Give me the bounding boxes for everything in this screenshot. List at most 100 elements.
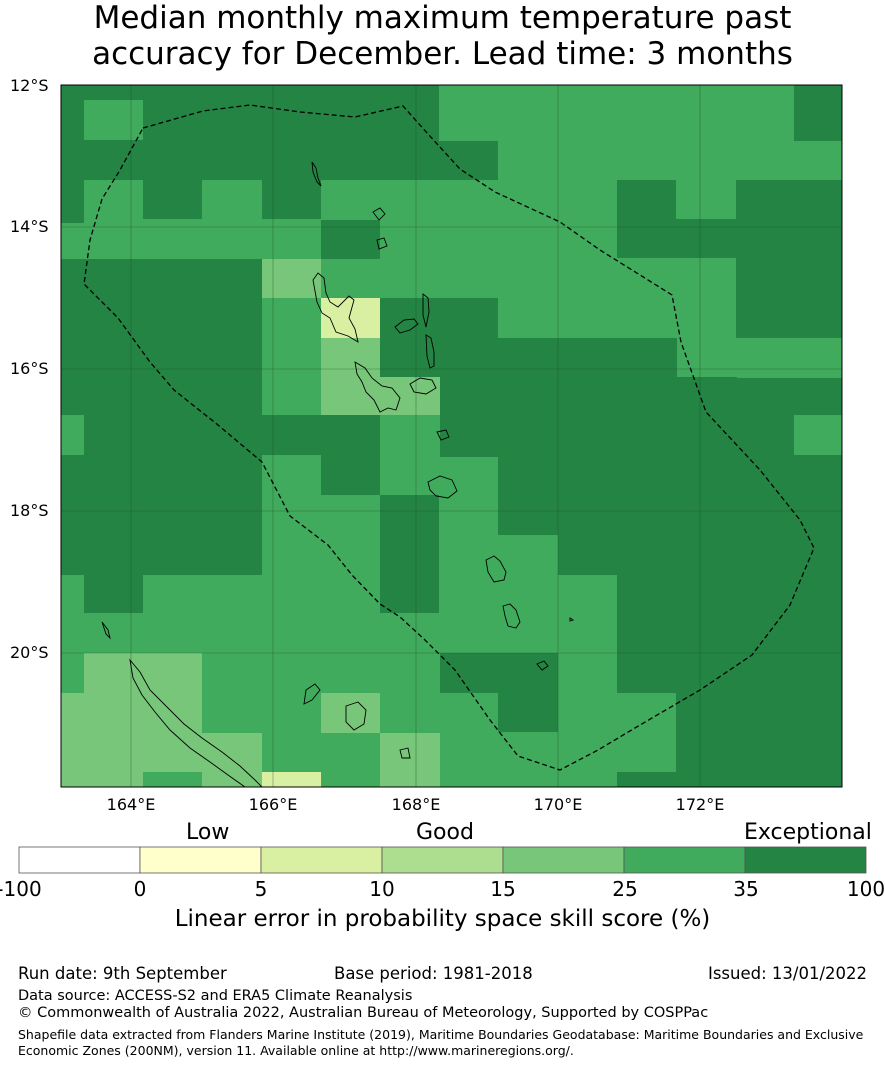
island-loyalty-mare: [399, 747, 411, 759]
title-line-2: accuracy for December. Lead time: 3 mont…: [92, 36, 793, 72]
skill-grid: [61, 85, 842, 787]
copyright: © Commonwealth of Australia 2022, Austra…: [18, 1005, 709, 1021]
lat-label-12s: 12°S: [10, 76, 49, 95]
eez-boundary: [83, 104, 815, 771]
colorbar-tick-5: 5: [254, 877, 268, 901]
skill-cell: [794, 85, 842, 141]
skill-cell: [143, 772, 202, 787]
lon-label-168e: 168°E: [391, 795, 441, 814]
colorbar-tick-minus100: -100: [0, 877, 42, 901]
island-epi: [436, 429, 450, 441]
skill-cell: [380, 298, 498, 338]
lon-label-172e: 172°E: [675, 795, 725, 814]
colorbar-tick-0: 0: [133, 877, 147, 901]
colorbar-heading-exceptional: Exceptional: [744, 820, 872, 845]
colorbar-segment: [744, 846, 867, 874]
island-isle-belep: [101, 621, 111, 640]
island-espiritu-santo: [312, 272, 359, 343]
skill-cell: [737, 338, 842, 378]
skill-cell: [202, 180, 262, 219]
colorbar-segment: [260, 846, 383, 874]
island-pentecost: [425, 334, 435, 369]
shapefile-credit-line-2: Economic Zones (200NM), version 11. Avai…: [18, 1043, 574, 1058]
title-line-1: Median monthly maximum temperature past: [93, 0, 792, 36]
skill-cell: [380, 733, 440, 787]
data-source: Data source: ACCESS-S2 and ERA5 Climate …: [18, 988, 413, 1004]
colorbar-heading-low: Low: [186, 820, 230, 845]
skill-cell: [262, 259, 321, 298]
skill-cell: [262, 220, 321, 259]
skill-cell: [498, 455, 842, 535]
skill-cell: [440, 85, 455, 100]
island-erromango: [485, 555, 507, 583]
skill-cell: [440, 535, 558, 575]
skill-cell: [794, 415, 842, 455]
skill-cell: [61, 415, 84, 455]
colorbar-segment: [18, 846, 141, 874]
island-tanna: [502, 603, 521, 629]
skill-cell: [617, 575, 842, 693]
island-hunter: [569, 617, 575, 622]
skill-cell: [84, 415, 380, 455]
island-malakula: [354, 361, 401, 413]
colorbar-segment: [502, 846, 625, 874]
skill-cell: [380, 495, 439, 613]
colorbar: [18, 846, 867, 874]
lat-label-18s: 18°S: [10, 501, 49, 520]
skill-cell: [84, 100, 143, 140]
lon-label-166e: 166°E: [248, 795, 298, 814]
colorbar-tick-100: 100: [846, 877, 885, 901]
skill-cell: [736, 258, 842, 338]
skill-cell: [440, 377, 842, 457]
skill-cell: [61, 85, 84, 223]
skill-cell: [84, 653, 202, 693]
skill-cell: [84, 141, 498, 180]
lat-label-16s: 16°S: [10, 359, 49, 378]
island-loyalty-lifou: [345, 701, 367, 731]
map-frame: [60, 84, 843, 788]
skill-cell: [321, 338, 380, 415]
skill-cell: [498, 100, 794, 180]
skill-cell: [84, 575, 143, 613]
skill-cell: [262, 772, 321, 787]
base-period: Base period: 1981-2018: [334, 964, 533, 983]
shapefile-credit: Shapefile data extracted from Flanders M…: [18, 1027, 868, 1059]
shapefile-credit-line-1: Shapefile data extracted from Flanders M…: [18, 1027, 864, 1042]
skill-cell: [498, 693, 558, 732]
island-aneityum: [536, 660, 549, 671]
colorbar-tick-25: 25: [612, 877, 638, 901]
colorbar-heading-good: Good: [416, 820, 474, 845]
skill-cell: [321, 455, 380, 495]
colorbar-tick-35: 35: [733, 877, 759, 901]
island-torres: [311, 161, 322, 187]
colorbar-segment: [381, 846, 504, 874]
skill-cell: [321, 298, 380, 338]
skill-cell: [61, 455, 262, 575]
skill-cell: [61, 259, 262, 415]
island-ambrym: [409, 377, 437, 395]
skill-cell: [380, 338, 677, 377]
colorbar-segment: [139, 846, 262, 874]
run-date: Run date: 9th September: [18, 964, 227, 983]
island-efate: [427, 475, 458, 499]
island-gaua: [372, 207, 386, 221]
colorbar-tick-10: 10: [369, 877, 395, 901]
colorbar-title: Linear error in probability space skill …: [174, 906, 711, 932]
map-title: Median monthly maximum temperature past …: [0, 0, 885, 72]
lat-label-20s: 20°S: [10, 643, 49, 662]
skill-map: [60, 84, 843, 788]
island-ambae: [394, 318, 419, 334]
skill-cell: [676, 693, 842, 787]
lon-label-164e: 164°E: [106, 795, 156, 814]
skill-cell: [700, 377, 736, 417]
island-maewo: [422, 293, 430, 328]
skill-cell: [321, 220, 380, 259]
lat-label-14s: 14°S: [10, 217, 49, 236]
colorbar-tick-15: 15: [490, 877, 516, 901]
island-loyalty-ouvea: [303, 683, 321, 705]
colorbar-segment: [623, 846, 746, 874]
island-vanua-lava: [376, 237, 388, 250]
skill-cell: [262, 180, 321, 219]
skill-cell: [61, 693, 202, 787]
lon-label-170e: 170°E: [533, 795, 583, 814]
